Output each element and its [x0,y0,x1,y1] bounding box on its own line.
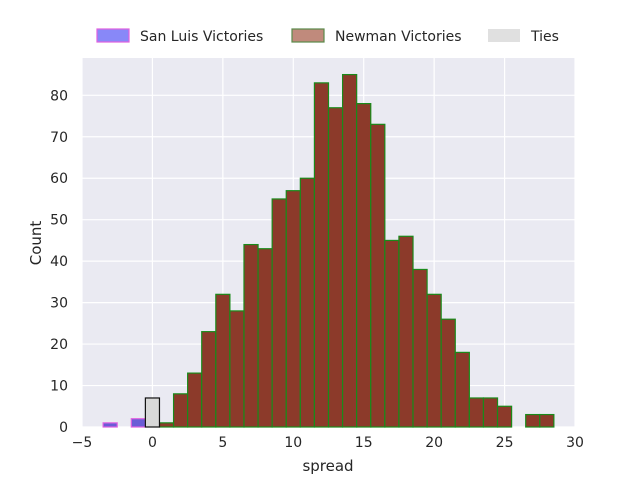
histogram-bar [271,198,287,428]
histogram-bar [257,248,273,428]
histogram-bar [172,393,189,428]
histogram-bar [102,422,118,428]
histogram-bar [482,397,499,428]
y-tick-label: 20 [50,337,68,353]
histogram-bar [468,397,485,428]
histogram-bar [539,413,555,428]
legend-swatch-ties [488,29,520,42]
bars [102,73,555,428]
x-tick-label: 15 [355,435,373,451]
x-tick-label: 10 [284,435,302,451]
histogram-bar [356,103,372,428]
histogram-bar [384,239,400,428]
histogram-bar [215,293,231,428]
histogram-bar [243,243,259,428]
x-axis-title: spread [302,457,353,475]
legend-label-newman: Newman Victories [335,29,462,45]
histogram-bar [426,293,442,428]
histogram-bar [412,268,428,428]
histogram-bar [158,422,175,428]
histogram-bar [370,123,386,428]
histogram-bar [130,418,146,428]
legend-swatch-san-luis [96,28,130,43]
y-tick-label: 10 [50,379,68,395]
x-tick-label: 25 [496,435,514,451]
histogram-bar [285,190,301,428]
y-tick-label: 30 [50,296,68,312]
x-tick-labels: −5 0 5 10 15 20 25 30 [72,435,584,451]
y-tick-label: 60 [50,171,68,187]
histogram-bar [398,235,414,428]
x-tick-label: 30 [566,435,584,451]
y-tick-label: 0 [59,420,68,436]
histogram-bar [229,310,245,428]
y-tick-labels: 0 10 20 30 40 50 60 70 80 [50,88,68,436]
x-tick-label: 20 [425,435,443,451]
histogram-bar [454,351,470,428]
histogram-bar [327,107,344,428]
y-tick-label: 50 [50,213,68,229]
histogram-bar [299,177,316,428]
legend: San Luis Victories Newman Victories Ties [96,28,559,45]
legend-label-ties: Ties [530,29,559,45]
y-tick-label: 80 [50,88,68,104]
legend-swatch-newman [291,28,325,43]
histogram-bar [313,82,330,428]
x-tick-label: −5 [72,435,93,451]
legend-label-san-luis: San Luis Victories [140,29,263,45]
histogram-bar [187,372,203,428]
x-tick-label: 0 [148,435,157,451]
histogram-bar [440,318,456,428]
y-tick-label: 40 [50,254,68,270]
y-tick-label: 70 [50,130,68,146]
histogram-bar [525,413,541,428]
histogram-bar [496,405,513,428]
histogram-bar [201,331,217,428]
histogram-bar [341,73,358,428]
y-axis-title: Count [27,221,45,266]
histogram-bar [144,397,161,428]
x-tick-label: 5 [218,435,227,451]
